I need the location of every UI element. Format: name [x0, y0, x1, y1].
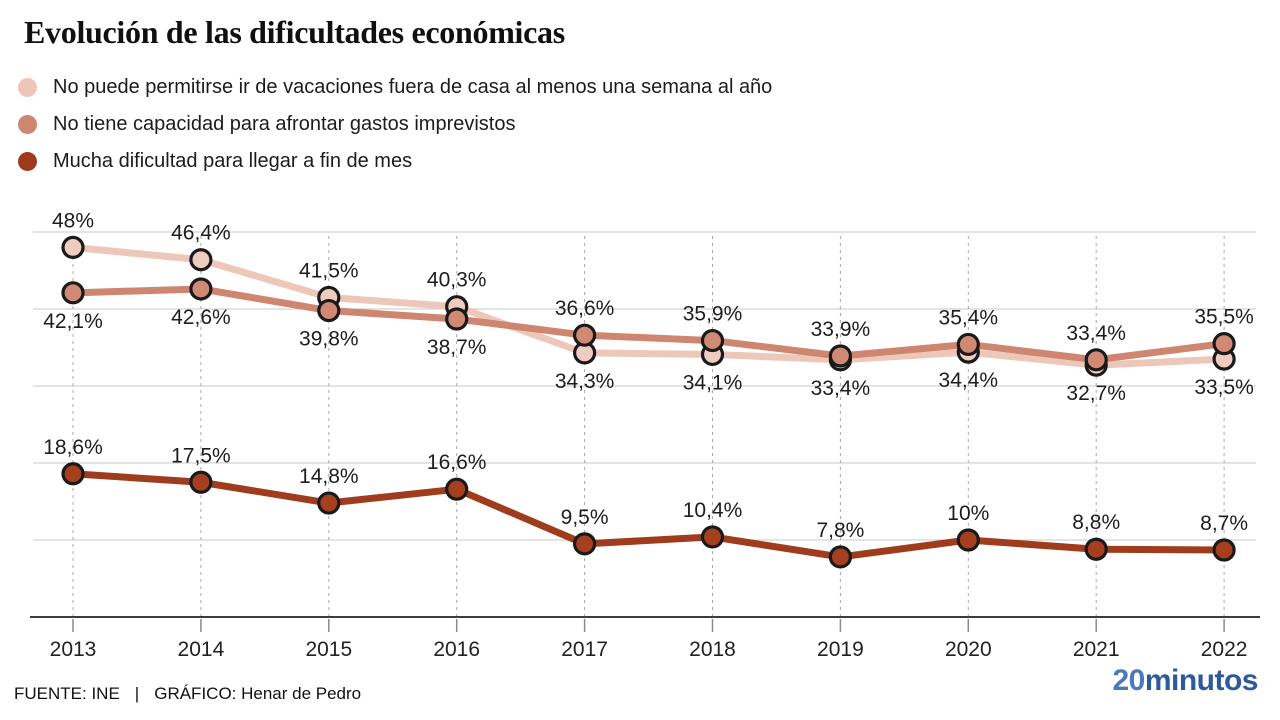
x-axis-year-label: 2014 [178, 638, 225, 661]
data-point-marker [317, 298, 341, 323]
series-line-1 [69, 285, 1228, 364]
data-point-label: 8,7% [1200, 512, 1248, 535]
data-point-marker [1084, 348, 1108, 372]
data-point-label: 34,1% [683, 371, 743, 394]
data-point-marker [700, 328, 725, 353]
footer-separator: | [134, 684, 140, 703]
x-axis-year-label: 2021 [1073, 638, 1120, 661]
credit-label: GRÁFICO: Henar de Pedro [154, 684, 362, 703]
data-point-label: 32,7% [1066, 382, 1126, 405]
data-point-marker [956, 332, 980, 357]
data-point-marker [572, 323, 597, 347]
logo-part-1: 20 [1112, 664, 1145, 697]
x-axis-year-label: 2016 [433, 638, 480, 661]
data-point-marker [61, 281, 85, 305]
source-label: FUENTE: INE [14, 684, 120, 703]
brand-logo: 20minutos [1112, 664, 1258, 698]
x-axis-year-label: 2018 [689, 638, 736, 661]
data-point-marker [572, 532, 597, 556]
legend-dot-icon [18, 152, 37, 171]
data-point-label: 9,5% [561, 506, 609, 529]
data-point-label: 33,5% [1194, 376, 1254, 399]
x-axis-year-label: 2013 [50, 638, 97, 661]
data-point-label: 33,4% [811, 377, 871, 400]
x-axis-year-label: 2020 [945, 638, 992, 661]
chart-legend: No puede permitirse ir de vacaciones fue… [18, 76, 772, 173]
data-point-label: 17,5% [171, 444, 231, 467]
data-point-marker [1212, 538, 1236, 562]
data-point-marker [700, 525, 725, 549]
footer-credits: FUENTE: INE | GRÁFICO: Henar de Pedro [14, 684, 361, 704]
data-point-label: 34,4% [939, 369, 999, 392]
data-point-label: 35,4% [939, 306, 999, 329]
data-point-label: 8,8% [1072, 511, 1120, 534]
data-point-marker [189, 470, 213, 494]
data-point-label: 16,6% [427, 451, 487, 474]
data-point-label: 33,4% [1066, 322, 1126, 345]
series-line-2 [69, 470, 1228, 561]
x-axis-year-label: 2019 [817, 638, 864, 661]
data-point-label: 40,3% [427, 269, 487, 292]
series-line-0 [69, 243, 1228, 369]
data-point-label: 10% [947, 502, 989, 525]
data-point-marker [189, 277, 213, 301]
data-point-marker [956, 528, 980, 552]
legend-item-label: Mucha dificultad para llegar a fin de me… [53, 150, 413, 172]
data-point-marker [1084, 537, 1108, 561]
data-point-marker [1212, 332, 1236, 356]
data-point-label: 42,6% [171, 306, 231, 329]
data-point-label: 14,8% [299, 465, 359, 488]
data-point-label: 46,4% [171, 222, 231, 245]
data-point-marker [189, 248, 213, 272]
data-point-label: 39,8% [299, 328, 359, 351]
data-point-marker [61, 235, 85, 260]
data-point-marker [445, 477, 469, 501]
data-point-label: 34,3% [555, 370, 615, 393]
data-point-marker [828, 545, 853, 569]
data-point-label: 41,5% [299, 259, 359, 282]
data-point-label: 35,5% [1194, 306, 1254, 329]
data-point-label: 42,1% [43, 310, 103, 333]
x-axis-year-label: 2022 [1201, 638, 1248, 661]
data-point-marker [828, 344, 853, 368]
chart-svg: 48% 46,4% 41,5% 40,3% 34,3% 34,1% 33,4% 34,4% 32… [30, 209, 1260, 661]
legend-item-0: No puede permitirse ir de vacaciones fue… [18, 76, 772, 99]
data-point-label: 7,8% [816, 519, 864, 542]
data-point-marker [317, 491, 341, 515]
data-point-label: 48% [52, 209, 94, 232]
legend-dot-icon [18, 78, 37, 97]
data-point-label: 10,4% [683, 499, 743, 522]
data-point-label: 38,7% [427, 336, 487, 359]
logo-part-2: minutos [1144, 664, 1259, 697]
legend-item-label: No tiene capacidad para afrontar gastos … [53, 113, 516, 135]
x-axis-year-label: 2017 [561, 638, 608, 661]
page-title: Evolución de las dificultades económicas [24, 14, 565, 50]
x-axis-year-label: 2015 [305, 638, 352, 661]
legend-item-2: Mucha dificultad para llegar a fin de me… [18, 150, 772, 173]
data-point-label: 18,6% [43, 436, 103, 459]
data-point-marker [61, 462, 85, 486]
legend-dot-icon [18, 115, 37, 134]
data-point-label: 36,6% [555, 297, 615, 320]
data-point-marker [445, 307, 469, 331]
data-point-label: 33,9% [811, 318, 871, 341]
data-point-label: 35,9% [683, 303, 743, 326]
legend-item-label: No puede permitirse ir de vacaciones fue… [53, 76, 773, 98]
legend-item-1: No tiene capacidad para afrontar gastos … [18, 113, 772, 136]
